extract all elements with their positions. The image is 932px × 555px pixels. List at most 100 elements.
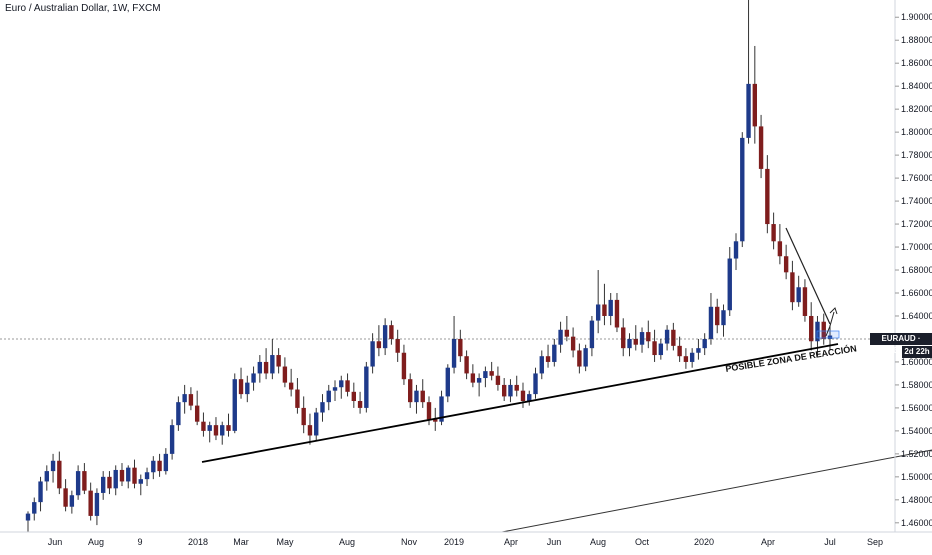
candle[interactable] bbox=[314, 407, 319, 441]
candle[interactable] bbox=[88, 482, 93, 521]
candle[interactable] bbox=[119, 463, 125, 487]
candle[interactable] bbox=[288, 368, 294, 397]
candle[interactable] bbox=[169, 419, 175, 460]
candle[interactable] bbox=[69, 490, 75, 514]
candle[interactable] bbox=[595, 270, 601, 334]
candle[interactable] bbox=[721, 304, 726, 337]
candle[interactable] bbox=[783, 244, 789, 280]
candle[interactable] bbox=[614, 293, 620, 333]
candle[interactable] bbox=[132, 459, 137, 489]
candle[interactable] bbox=[263, 348, 269, 380]
candle[interactable] bbox=[577, 343, 582, 374]
candle[interactable] bbox=[752, 45, 758, 144]
candle[interactable] bbox=[376, 325, 382, 357]
descending-trendline[interactable] bbox=[785, 227, 831, 325]
candle[interactable] bbox=[201, 412, 206, 437]
candle[interactable] bbox=[777, 224, 783, 265]
candle[interactable] bbox=[489, 361, 494, 381]
candle[interactable] bbox=[382, 318, 388, 356]
candle[interactable] bbox=[683, 348, 689, 369]
candle[interactable] bbox=[32, 497, 37, 521]
candle[interactable] bbox=[664, 325, 670, 351]
candle[interactable] bbox=[364, 361, 369, 413]
candle[interactable] bbox=[796, 275, 801, 307]
candle[interactable] bbox=[627, 333, 632, 357]
candle[interactable] bbox=[464, 350, 469, 380]
candle[interactable] bbox=[790, 260, 795, 311]
candle[interactable] bbox=[188, 387, 194, 411]
candle[interactable] bbox=[483, 366, 488, 388]
candle[interactable] bbox=[639, 327, 645, 353]
candle[interactable] bbox=[194, 390, 200, 426]
candle[interactable] bbox=[758, 114, 764, 179]
candle[interactable] bbox=[458, 329, 463, 362]
candle[interactable] bbox=[476, 373, 482, 397]
candle[interactable] bbox=[75, 465, 81, 500]
candle[interactable] bbox=[470, 364, 476, 388]
candle[interactable] bbox=[50, 453, 56, 483]
candle[interactable] bbox=[520, 382, 526, 408]
candle[interactable] bbox=[821, 313, 826, 345]
lower-channel-line[interactable] bbox=[501, 449, 932, 533]
projection-arrow[interactable] bbox=[825, 311, 835, 337]
candle[interactable] bbox=[564, 315, 570, 342]
candle[interactable] bbox=[602, 283, 607, 326]
candle[interactable] bbox=[138, 474, 143, 496]
candle[interactable] bbox=[583, 344, 588, 372]
candle[interactable] bbox=[733, 233, 739, 271]
candle[interactable] bbox=[176, 396, 181, 431]
candle[interactable] bbox=[57, 451, 62, 495]
candle[interactable] bbox=[658, 338, 664, 360]
candle[interactable] bbox=[144, 467, 150, 487]
candle[interactable] bbox=[802, 279, 808, 322]
candle[interactable] bbox=[100, 471, 106, 500]
candle[interactable] bbox=[414, 384, 419, 414]
candle[interactable] bbox=[501, 378, 507, 402]
candle[interactable] bbox=[370, 333, 375, 374]
support-trendline[interactable] bbox=[201, 343, 839, 463]
candle[interactable] bbox=[63, 479, 68, 512]
candle[interactable] bbox=[608, 293, 613, 326]
candle[interactable] bbox=[589, 315, 595, 357]
candle[interactable] bbox=[220, 421, 225, 445]
candle[interactable] bbox=[508, 379, 513, 403]
candle[interactable] bbox=[746, 0, 751, 144]
candle[interactable] bbox=[238, 367, 244, 399]
candle[interactable] bbox=[646, 320, 651, 349]
candle[interactable] bbox=[345, 373, 350, 397]
candle[interactable] bbox=[439, 390, 444, 426]
candle[interactable] bbox=[157, 453, 162, 477]
candle[interactable] bbox=[677, 336, 682, 362]
candle[interactable] bbox=[301, 396, 306, 434]
candle[interactable] bbox=[702, 333, 707, 356]
candle[interactable] bbox=[226, 413, 231, 437]
price-axis[interactable]: 1.46000 1.48000 1.50000 1.52000 1.54000 1.560… bbox=[895, 12, 932, 528]
candle[interactable] bbox=[420, 379, 425, 408]
candle[interactable] bbox=[570, 327, 576, 358]
candle[interactable] bbox=[495, 366, 501, 391]
candle[interactable] bbox=[558, 321, 563, 353]
candle[interactable] bbox=[633, 325, 638, 351]
candle[interactable] bbox=[44, 465, 49, 491]
candle[interactable] bbox=[715, 298, 720, 334]
candle[interactable] bbox=[451, 315, 457, 374]
candle[interactable] bbox=[696, 338, 701, 360]
candle[interactable] bbox=[295, 378, 300, 414]
candle[interactable] bbox=[213, 417, 219, 441]
candle[interactable] bbox=[113, 465, 118, 496]
candle[interactable] bbox=[671, 322, 676, 351]
candle[interactable] bbox=[151, 456, 156, 480]
candle[interactable] bbox=[182, 384, 187, 414]
candle[interactable] bbox=[251, 366, 256, 391]
candle[interactable] bbox=[107, 471, 112, 495]
candle[interactable] bbox=[207, 421, 212, 443]
candle[interactable] bbox=[339, 375, 344, 399]
candle[interactable] bbox=[545, 344, 551, 368]
candle[interactable] bbox=[815, 315, 820, 357]
candle[interactable] bbox=[652, 329, 657, 362]
candle[interactable] bbox=[552, 338, 557, 367]
candle[interactable] bbox=[689, 348, 695, 368]
candle[interactable] bbox=[276, 348, 281, 374]
